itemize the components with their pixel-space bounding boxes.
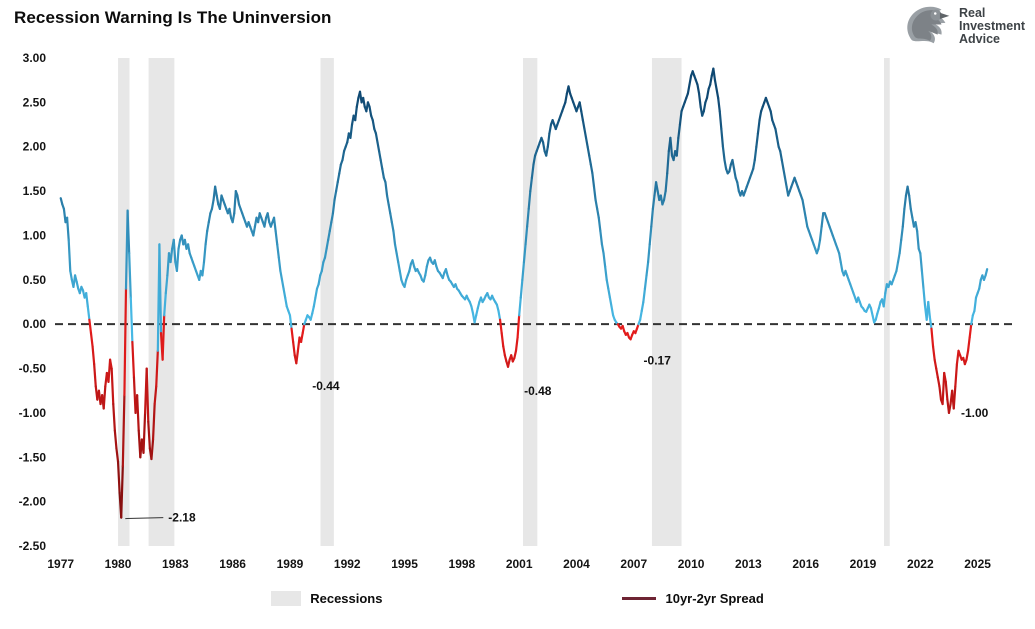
svg-text:-1.00: -1.00 bbox=[961, 406, 989, 420]
svg-text:1998: 1998 bbox=[449, 557, 476, 571]
svg-text:1986: 1986 bbox=[219, 557, 246, 571]
svg-text:2016: 2016 bbox=[792, 557, 819, 571]
svg-text:0.00: 0.00 bbox=[23, 317, 47, 331]
svg-text:2.00: 2.00 bbox=[23, 140, 47, 154]
svg-text:-2.00: -2.00 bbox=[19, 495, 47, 509]
svg-text:-1.50: -1.50 bbox=[19, 450, 47, 464]
svg-text:-2.18: -2.18 bbox=[168, 511, 196, 525]
svg-text:2025: 2025 bbox=[964, 557, 991, 571]
svg-text:-1.00: -1.00 bbox=[19, 406, 47, 420]
eagle-icon bbox=[907, 6, 950, 44]
svg-text:1977: 1977 bbox=[47, 557, 74, 571]
svg-text:2019: 2019 bbox=[850, 557, 877, 571]
svg-text:0.50: 0.50 bbox=[23, 273, 47, 287]
svg-text:2013: 2013 bbox=[735, 557, 762, 571]
svg-text:1980: 1980 bbox=[105, 557, 132, 571]
svg-text:2004: 2004 bbox=[563, 557, 590, 571]
svg-text:3.00: 3.00 bbox=[23, 51, 47, 65]
svg-text:2022: 2022 bbox=[907, 557, 934, 571]
svg-text:-0.48: -0.48 bbox=[524, 384, 552, 398]
chart-legend: Recessions 10yr-2yr Spread bbox=[0, 591, 1035, 606]
svg-text:1995: 1995 bbox=[391, 557, 418, 571]
svg-text:-0.44: -0.44 bbox=[312, 379, 340, 393]
logo-line-3: Advice bbox=[959, 31, 1000, 46]
spread-line-swatch bbox=[622, 597, 657, 600]
svg-text:1989: 1989 bbox=[277, 557, 304, 571]
brand-logo: Real Investment Advice bbox=[904, 4, 1025, 48]
svg-text:-0.50: -0.50 bbox=[19, 362, 47, 376]
recessions-label: Recessions bbox=[310, 591, 383, 606]
spread-label: 10yr-2yr Spread bbox=[665, 591, 764, 606]
legend-item-spread: 10yr-2yr Spread bbox=[622, 591, 764, 606]
legend-item-recessions: Recessions bbox=[271, 591, 382, 606]
svg-text:-2.50: -2.50 bbox=[19, 539, 47, 553]
logo-line-1: Real bbox=[959, 5, 986, 20]
svg-text:1.00: 1.00 bbox=[23, 228, 47, 242]
logo-line-2: Investment bbox=[959, 18, 1025, 33]
svg-text:1992: 1992 bbox=[334, 557, 361, 571]
chart-title: Recession Warning Is The Uninversion bbox=[14, 8, 332, 27]
svg-text:2010: 2010 bbox=[678, 557, 705, 571]
spread-chart: 3.00 2.50 2.00 1.50 1.00 0.50 0.00 -0.50 -1.00 -1… bbox=[19, 51, 1012, 571]
svg-text:2001: 2001 bbox=[506, 557, 533, 571]
svg-text:2007: 2007 bbox=[620, 557, 647, 571]
logo-text: Real Investment Advice bbox=[959, 5, 1025, 46]
svg-text:2.50: 2.50 bbox=[23, 95, 47, 109]
chart-area: 3.00 2.50 2.00 1.50 1.00 0.50 0.00 -0.50 -1.00 -1… bbox=[0, 40, 1035, 580]
svg-text:1983: 1983 bbox=[162, 557, 189, 571]
svg-text:-0.17: -0.17 bbox=[644, 353, 672, 367]
recession-swatch bbox=[271, 591, 302, 606]
svg-text:1.50: 1.50 bbox=[23, 184, 47, 198]
